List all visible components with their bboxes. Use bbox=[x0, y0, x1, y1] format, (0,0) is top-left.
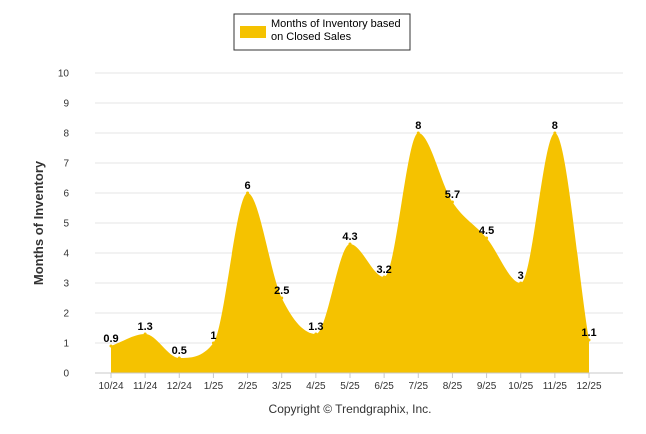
x-tick-label: 3/25 bbox=[272, 381, 292, 392]
x-axis-ticks: 10/24 11/24 12/24 1/25 2/25 3/25 4/25 5/25 6/25 7… bbox=[98, 373, 602, 392]
data-label: 4.3 bbox=[342, 231, 357, 243]
data-label: 1.3 bbox=[308, 321, 323, 333]
data-label: 3.2 bbox=[376, 264, 391, 276]
data-label: 0.5 bbox=[172, 345, 187, 357]
y-tick-label: 2 bbox=[63, 309, 69, 320]
y-axis-title: Months of Inventory bbox=[31, 160, 46, 285]
data-label: 6 bbox=[245, 180, 251, 192]
series-area bbox=[111, 133, 589, 373]
data-labels: 0.9 1.3 0.5 1 6 2.5 1.3 4.3 3.2 8 5.7 4.5 3 8 1.1 bbox=[103, 120, 597, 360]
x-tick-label: 12/24 bbox=[167, 381, 192, 392]
data-point bbox=[280, 296, 284, 300]
data-point bbox=[211, 341, 215, 345]
data-label: 2.5 bbox=[274, 285, 289, 297]
data-label: 1.3 bbox=[137, 321, 152, 333]
y-tick-label: 1 bbox=[63, 339, 69, 350]
data-label: 8 bbox=[415, 120, 421, 132]
data-label: 3 bbox=[518, 270, 524, 282]
y-tick-label: 0 bbox=[63, 369, 69, 380]
x-tick-label: 12/25 bbox=[576, 381, 601, 392]
x-tick-label: 7/25 bbox=[409, 381, 429, 392]
x-tick-label: 6/25 bbox=[374, 381, 394, 392]
y-tick-label: 8 bbox=[63, 129, 69, 140]
data-point bbox=[246, 191, 250, 195]
x-tick-label: 1/25 bbox=[204, 381, 224, 392]
copyright-credit: Copyright © Trendgraphix, Inc. bbox=[269, 402, 432, 416]
data-label: 4.5 bbox=[479, 225, 494, 237]
legend-label: Months of Inventory based on Closed Sales bbox=[271, 18, 401, 43]
legend: Months of Inventory based on Closed Sales bbox=[233, 13, 411, 51]
data-label: 8 bbox=[552, 120, 558, 132]
data-point bbox=[314, 332, 318, 336]
data-point bbox=[519, 281, 523, 285]
data-point bbox=[348, 242, 352, 246]
data-point bbox=[587, 338, 591, 342]
data-label: 0.9 bbox=[103, 333, 118, 345]
data-label: 5.7 bbox=[445, 189, 460, 201]
legend-swatch bbox=[240, 26, 266, 38]
x-tick-label: 2/25 bbox=[238, 381, 258, 392]
y-axis-ticks: 0 1 2 3 4 5 6 7 8 9 10 bbox=[58, 69, 70, 380]
x-tick-label: 11/25 bbox=[543, 381, 568, 392]
data-point bbox=[382, 275, 386, 279]
data-point bbox=[143, 332, 147, 336]
y-tick-label: 10 bbox=[58, 69, 70, 80]
y-tick-label: 5 bbox=[63, 219, 69, 230]
data-label: 1 bbox=[210, 330, 216, 342]
x-tick-label: 11/24 bbox=[133, 381, 158, 392]
y-tick-label: 4 bbox=[63, 249, 69, 260]
data-point bbox=[416, 131, 420, 135]
data-point bbox=[177, 356, 181, 360]
data-point bbox=[109, 344, 113, 348]
x-tick-label: 10/25 bbox=[508, 381, 533, 392]
x-tick-label: 4/25 bbox=[306, 381, 326, 392]
data-point bbox=[485, 236, 489, 240]
x-tick-label: 5/25 bbox=[340, 381, 360, 392]
x-tick-label: 9/25 bbox=[477, 381, 497, 392]
grid-lines bbox=[95, 72, 623, 344]
y-tick-label: 7 bbox=[63, 159, 69, 170]
data-point bbox=[450, 200, 454, 204]
data-point bbox=[553, 131, 557, 135]
area-series bbox=[111, 133, 589, 373]
x-tick-label: 10/24 bbox=[98, 381, 123, 392]
x-tick-label: 8/25 bbox=[443, 381, 463, 392]
data-label: 1.1 bbox=[581, 327, 596, 339]
y-tick-label: 3 bbox=[63, 279, 69, 290]
y-tick-label: 9 bbox=[63, 99, 69, 110]
y-tick-label: 6 bbox=[63, 189, 69, 200]
